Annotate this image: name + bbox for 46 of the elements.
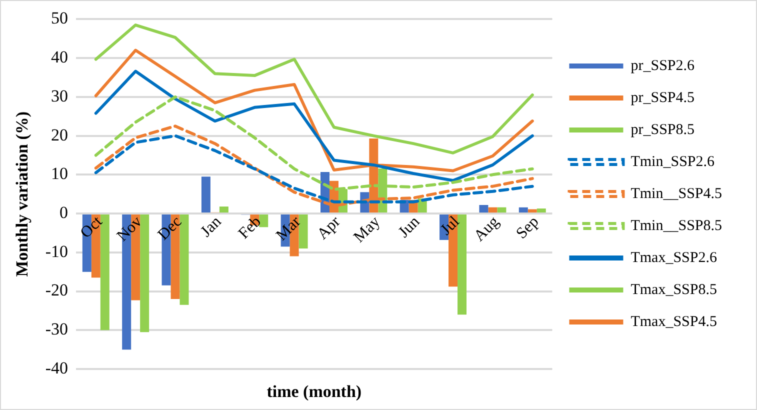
bar — [298, 214, 308, 249]
legend-label: Tmax_SSP2.6 — [630, 250, 718, 266]
x-tick-label: Feb — [235, 213, 264, 242]
x-tick-label: Jan — [198, 213, 225, 240]
legend-label: Tmax_SSP4.5 — [630, 314, 717, 330]
bar — [201, 176, 210, 213]
bar — [497, 207, 506, 213]
x-tick-label: Jun — [395, 213, 424, 242]
y-tick-label: 40 — [51, 48, 68, 67]
x-tick-label: Oct — [77, 212, 106, 242]
bar — [180, 214, 189, 305]
line-series — [94, 134, 534, 204]
bar — [479, 204, 488, 213]
y-tick-label: -20 — [45, 280, 68, 300]
bar — [518, 207, 528, 213]
bar — [528, 209, 537, 213]
bar — [259, 214, 268, 228]
x-tick-label: Mar — [273, 212, 305, 244]
y-tick-label: -10 — [45, 242, 68, 261]
x-tick-label: Dec — [154, 213, 186, 244]
legend-label: Tmax_SSP8.5 — [630, 282, 717, 298]
y-tick-label: 30 — [51, 86, 68, 106]
legend-label: Tmin_SSP2.6 — [630, 154, 715, 170]
y-tick-label: 50 — [51, 8, 68, 28]
y-tick-label: -30 — [45, 320, 68, 339]
x-tick-label: Apr — [314, 212, 344, 243]
bar — [140, 214, 150, 332]
y-tick-label: 0 — [60, 203, 68, 222]
y-tick-label: 10 — [51, 164, 68, 184]
legend-label: pr_SSP2.6 — [630, 58, 695, 74]
x-tick-label: Aug — [470, 213, 503, 245]
y-tick-label: -40 — [45, 358, 68, 378]
x-tick-label: Nov — [114, 213, 146, 245]
legend-label: Tmin__SSP4.5 — [630, 186, 722, 202]
x-tick-label: May — [350, 213, 384, 246]
bar — [219, 206, 228, 213]
y-tick-label: 20 — [51, 125, 68, 144]
x-axis-title: time (month) — [266, 382, 362, 401]
x-tick-label: Sep — [513, 213, 542, 242]
x-tick-label: Jul — [438, 212, 464, 239]
legend-label: Tmin__SSP8.5 — [630, 218, 722, 234]
bar — [536, 208, 546, 213]
y-axis-title: Monthly variation (%) — [12, 111, 32, 277]
legend-label: pr_SSP8.5 — [630, 122, 695, 138]
bar — [488, 207, 498, 213]
legend-label: pr_SSP4.5 — [630, 90, 695, 106]
